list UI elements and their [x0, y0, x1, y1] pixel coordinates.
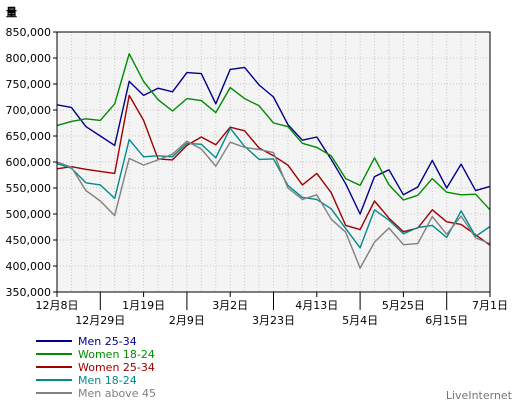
y-tick-label: 600,000: [6, 156, 52, 169]
x-tick-label: 12月29日: [75, 314, 125, 327]
legend-label: Men 18-24: [78, 374, 137, 387]
x-tick-label: 5月25日: [382, 299, 425, 312]
y-tick-label: 800,000: [6, 52, 52, 65]
x-tick-label: 2月9日: [169, 314, 205, 327]
y-tick-label: 850,000: [6, 26, 52, 39]
credit-text: LiveInternet: [446, 389, 513, 402]
y-axis-ticks: 850,000 800,000 750,000 700,000 650,000 600,0…: [6, 26, 57, 299]
axes: [56, 31, 491, 293]
x-tick-label: 1月19日: [122, 299, 165, 312]
x-tick-label: 3月2日: [212, 299, 248, 312]
x-tick-label: 3月23日: [252, 314, 295, 327]
x-tick-label: 7月1日: [472, 299, 508, 312]
x-tick-label: 5月4日: [342, 314, 378, 327]
y-tick-label: 350,000: [6, 286, 52, 299]
y-tick-label: 750,000: [6, 78, 52, 91]
y-axis-label: 量: [6, 6, 17, 19]
y-tick-label: 400,000: [6, 260, 52, 273]
x-tick-label: 4月13日: [295, 299, 338, 312]
legend-label: Women 25-34: [78, 361, 155, 374]
legend-label: Men above 45: [78, 387, 156, 400]
plot-frame: [56, 31, 491, 293]
x-tick-label: 6月15日: [425, 314, 468, 327]
y-tick-label: 500,000: [6, 208, 52, 221]
y-tick-label: 650,000: [6, 130, 52, 143]
series-line-5: [56, 140, 491, 269]
y-tick-label: 450,000: [6, 234, 52, 247]
series-line-1: [56, 66, 491, 215]
series-lines: [56, 53, 491, 269]
y-tick-label: 550,000: [6, 182, 52, 195]
legend-label: Women 18-24: [78, 348, 155, 361]
x-tick-label: 12月8日: [36, 299, 79, 312]
y-tick-label: 700,000: [6, 104, 52, 117]
series-line-2: [56, 53, 491, 211]
legend-label: Men 25-34: [78, 335, 137, 348]
series-line-4: [56, 127, 491, 249]
